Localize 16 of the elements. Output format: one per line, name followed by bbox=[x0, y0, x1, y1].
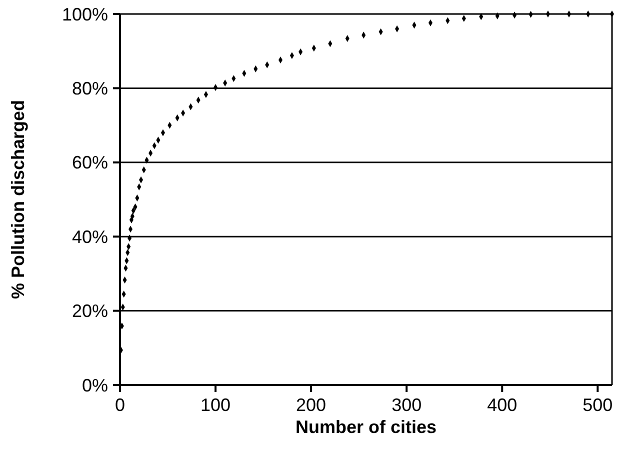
y-tick-label: 60% bbox=[72, 152, 108, 173]
x-tick-label: 300 bbox=[392, 395, 422, 415]
y-tick-label: 40% bbox=[72, 226, 108, 247]
y-tick-label: 0% bbox=[82, 375, 108, 396]
y-tick-label: 20% bbox=[72, 301, 108, 322]
y-tick-label: 80% bbox=[72, 78, 108, 98]
x-axis-title: Number of cities bbox=[295, 417, 437, 437]
x-tick-label: 400 bbox=[487, 395, 518, 415]
point bbox=[278, 56, 283, 64]
x-tick-label: 500 bbox=[582, 395, 613, 415]
x-tick-label: 200 bbox=[296, 395, 326, 415]
point bbox=[610, 10, 614, 18]
y-tick-label: 100% bbox=[62, 4, 108, 24]
x-tick-label: 0 bbox=[114, 395, 126, 415]
y-axis-title: % Pollution discharged bbox=[8, 100, 28, 300]
x-tick-label: 100 bbox=[200, 395, 231, 415]
